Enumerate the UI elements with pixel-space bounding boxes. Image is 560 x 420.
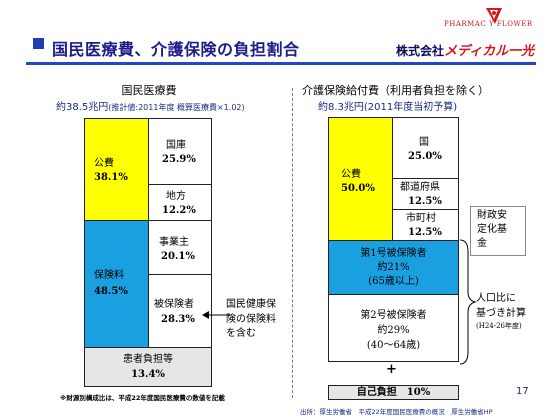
zaisei-line-2: 定化基 bbox=[477, 224, 507, 235]
kuni-value: 25.0% bbox=[408, 151, 442, 162]
right-heading: 介護保険給付費（利用者負担を除く） bbox=[302, 84, 489, 97]
kanja-value: 13.4% bbox=[131, 369, 165, 380]
jiko-label: 自己負担 10% bbox=[356, 387, 431, 398]
kokko-block: 国庫 25.9% bbox=[148, 118, 212, 185]
kuni-block: 国 25.0% bbox=[392, 117, 459, 179]
jinko-note: 人口比に 基づき計算 (H24-26年度) bbox=[476, 292, 526, 331]
todofuken-block: 都道府県 12.5% bbox=[392, 178, 459, 210]
logo-text: PHARMAC Y FLOWER bbox=[444, 20, 533, 28]
source-note: 出所：厚生労働省 平成22年度国民医療費の概況 厚生労働省HP bbox=[300, 408, 493, 416]
chiho-block: 地方 12.2% bbox=[148, 184, 212, 221]
shichoson-label: 市町村 bbox=[406, 213, 436, 224]
chiho-label: 地方 bbox=[166, 191, 186, 202]
kohi-label: 公費 bbox=[94, 158, 114, 169]
kohi-block: 公費 38.1% bbox=[84, 118, 149, 221]
hihokensha-label: 被保険者 bbox=[154, 299, 194, 310]
kokko-label: 国庫 bbox=[166, 140, 186, 151]
company-brand: メディカル一光 bbox=[444, 44, 535, 59]
annotation-line-3: を含む bbox=[226, 328, 256, 339]
jinko-line-2: 基づき計算 bbox=[476, 307, 526, 319]
right-amount: 約8.3兆円(2011年度当初予算) bbox=[318, 98, 538, 113]
left-arrow-icon bbox=[202, 311, 230, 319]
zaisei-box: 財政安 定化基 金 bbox=[470, 206, 526, 256]
header-rule bbox=[26, 62, 536, 65]
left-amount-note: (推計値:2011年度 概算医療費×1.02) bbox=[108, 103, 245, 112]
title-bullet-icon bbox=[33, 38, 44, 49]
nigo-label: 第2号被保険者 bbox=[360, 310, 427, 321]
todofuken-label: 都道府県 bbox=[400, 182, 440, 193]
annotation-line-1: 国民健康保 bbox=[226, 299, 276, 310]
bracket-icon bbox=[459, 239, 477, 365]
flower-logo-icon bbox=[486, 8, 502, 24]
left-amount: 約38.5兆円(推計値:2011年度 概算医療費×1.02) bbox=[56, 98, 276, 113]
right-kohi-value: 50.0% bbox=[341, 183, 375, 194]
right-amount-value: 約8.3兆円(2011年度当初予算) bbox=[318, 102, 458, 113]
annotation-line-2: 険の保険料 bbox=[226, 313, 276, 325]
company-name: 株式会社メディカル一光 bbox=[396, 40, 534, 59]
jinko-line-1: 人口比に bbox=[476, 293, 516, 304]
hihokensha-value: 28.3% bbox=[161, 314, 195, 325]
shichoson-block: 市町村 12.5% bbox=[392, 209, 459, 241]
left-footnote: ※財源別構成比は、平成22年度国民医療費の数値を記載 bbox=[60, 394, 225, 402]
chiho-value: 12.2% bbox=[162, 205, 196, 216]
hokenryo-value: 48.5% bbox=[94, 286, 128, 297]
page-title: 国民医療費、介護保険の負担割合 bbox=[52, 40, 300, 59]
right-kohi-block: 公費 50.0% bbox=[328, 117, 393, 241]
left-heading: 国民医療費 bbox=[121, 84, 177, 97]
todofuken-value: 12.5% bbox=[408, 196, 442, 207]
left-annotation: 国民健康保 険の保険料 を含む bbox=[226, 298, 276, 342]
kohi-value: 38.1% bbox=[94, 172, 128, 183]
ichigo-block: 第1号被保険者 約21% (65歳以上) bbox=[328, 240, 459, 295]
kuni-label: 国 bbox=[419, 137, 429, 148]
ichigo-age: (65歳以上) bbox=[368, 276, 419, 287]
jiko-block: 自己負担 10% bbox=[328, 385, 459, 400]
hihokensha-block: 被保険者 28.3% bbox=[148, 274, 212, 348]
hokenryo-block: 保険料 48.5% bbox=[84, 220, 149, 348]
company-prefix: 株式会社 bbox=[396, 44, 445, 58]
shichoson-value: 12.5% bbox=[408, 227, 442, 238]
page-number: 17 bbox=[516, 386, 529, 397]
jinko-years: (H24-26年度) bbox=[476, 322, 522, 330]
nigo-block: 第2号被保険者 約29% (40～64歳) bbox=[328, 294, 459, 362]
hokenryo-label: 保険料 bbox=[94, 270, 124, 281]
right-kohi-label: 公費 bbox=[341, 169, 361, 180]
ichigo-value: 約21% bbox=[377, 262, 410, 273]
kanja-block: 患者負担等 13.4% bbox=[84, 347, 212, 387]
zaisei-line-3: 金 bbox=[477, 238, 487, 249]
left-amount-value: 約38.5兆円 bbox=[56, 102, 109, 113]
column-divider bbox=[292, 88, 293, 398]
zaisei-line-1: 財政安 bbox=[477, 210, 507, 221]
nigo-value: 約29% bbox=[377, 325, 410, 336]
nigo-age: (40～64歳) bbox=[366, 340, 421, 351]
jigyonushi-value: 20.1% bbox=[161, 251, 195, 262]
jigyonushi-block: 事業主 20.1% bbox=[148, 220, 212, 275]
jigyonushi-label: 事業主 bbox=[159, 237, 189, 248]
kokko-value: 25.9% bbox=[162, 154, 196, 165]
kanja-label: 患者負担等 bbox=[123, 354, 173, 365]
ichigo-label: 第1号被保険者 bbox=[360, 248, 427, 259]
plus-sign: + bbox=[386, 362, 397, 377]
